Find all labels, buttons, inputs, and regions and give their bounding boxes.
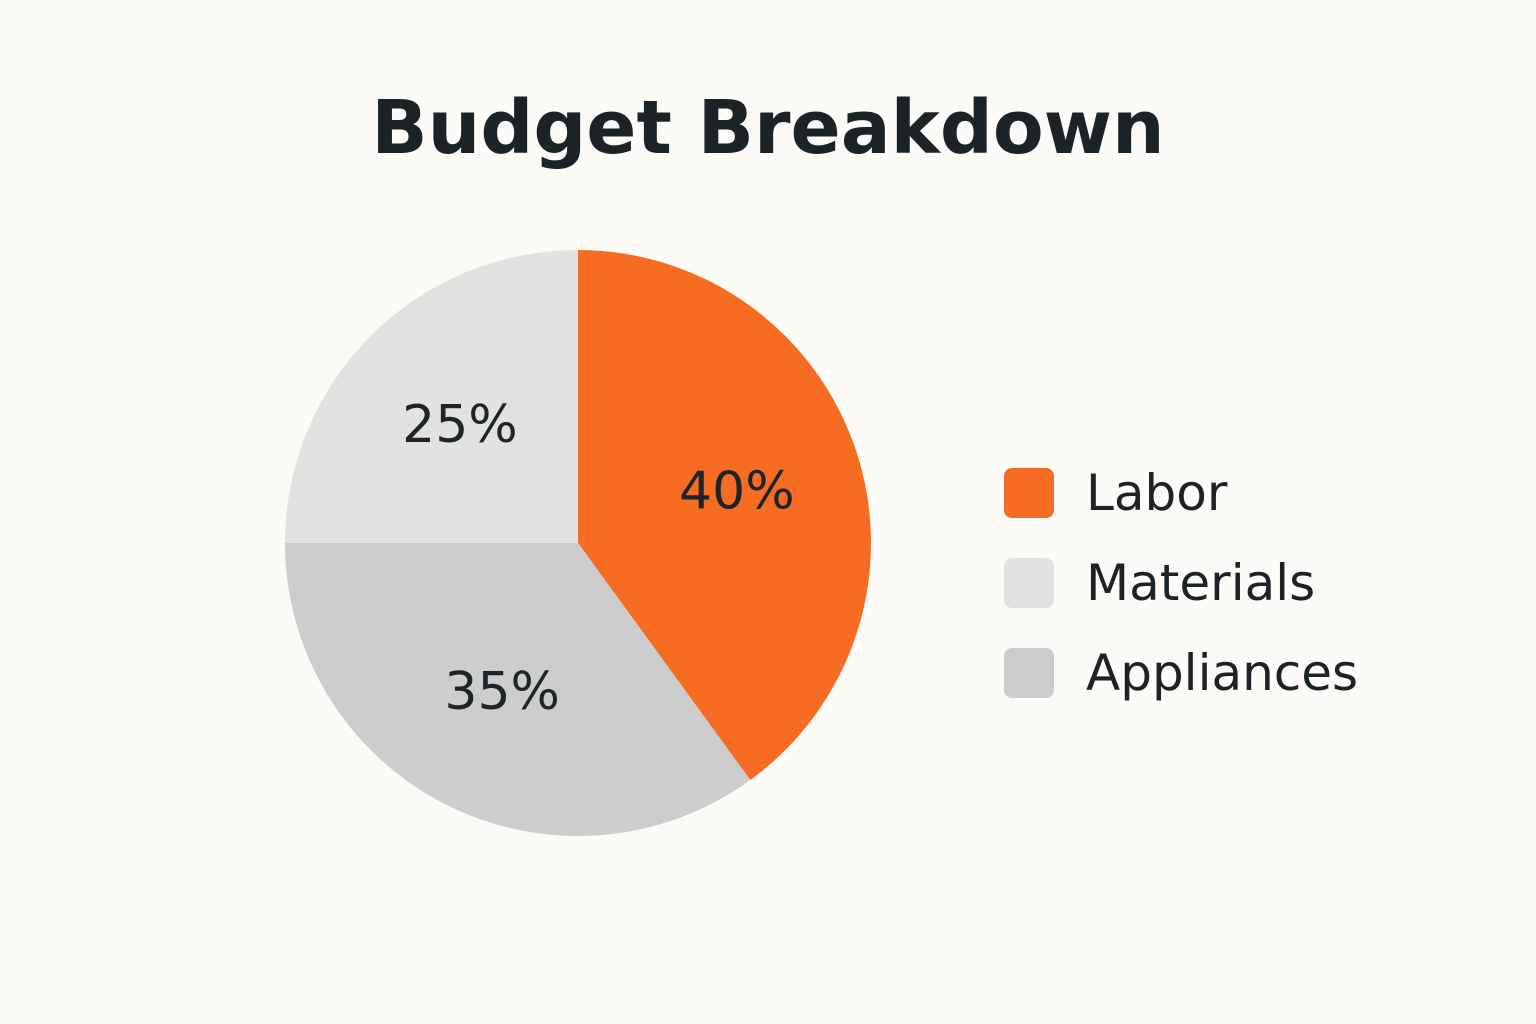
legend: Labor Materials Appliances (1004, 448, 1358, 718)
legend-label-labor: Labor (1086, 464, 1228, 522)
legend-item-appliances: Appliances (1004, 628, 1358, 718)
pie-slice-materials (285, 250, 578, 543)
legend-swatch-appliances (1004, 648, 1054, 698)
chart-title: Budget Breakdown (371, 85, 1165, 171)
pie-slice-labels: 40% 35% 25% (402, 395, 794, 722)
slice-label-appliances: 35% (444, 662, 560, 722)
legend-item-labor: Labor (1004, 448, 1358, 538)
legend-label-materials: Materials (1086, 554, 1316, 612)
legend-item-materials: Materials (1004, 538, 1358, 628)
legend-swatch-labor (1004, 468, 1054, 518)
pie-slice-appliances (285, 543, 751, 836)
slice-label-materials: 25% (402, 395, 518, 455)
slice-label-labor: 40% (679, 461, 795, 521)
legend-swatch-materials (1004, 558, 1054, 608)
legend-label-appliances: Appliances (1086, 644, 1359, 702)
pie-slice-labor (578, 250, 871, 781)
pie-slices (285, 250, 871, 836)
